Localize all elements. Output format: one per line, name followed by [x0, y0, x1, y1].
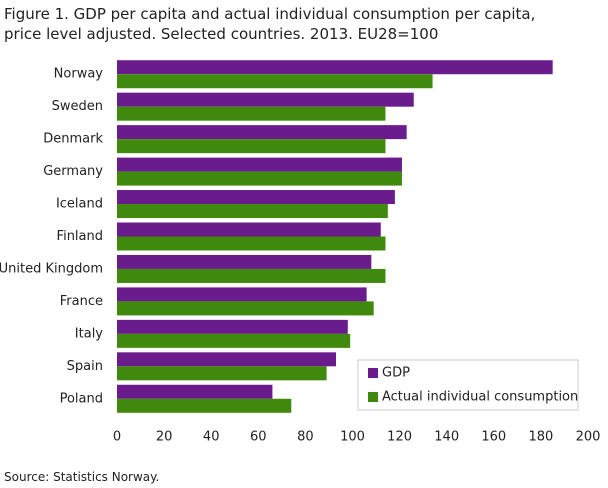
legend-label: GDP	[382, 366, 410, 381]
x-tick-label: 60	[250, 430, 267, 445]
legend-box	[357, 359, 579, 411]
bar	[117, 352, 337, 367]
bar	[117, 301, 374, 316]
bar	[117, 222, 381, 237]
y-tick-label: Iceland	[56, 197, 103, 212]
bar	[117, 190, 395, 205]
bar	[117, 398, 292, 413]
source-note: Source: Statistics Norway.	[4, 470, 160, 484]
bar	[117, 236, 386, 251]
bar	[117, 319, 348, 334]
x-tick-label: 0	[113, 430, 121, 445]
y-tick-label: Norway	[54, 67, 104, 82]
bar	[117, 268, 386, 283]
bar	[117, 74, 433, 89]
y-tick-label: Poland	[60, 391, 103, 406]
bar	[117, 92, 414, 107]
x-tick-label: 100	[340, 430, 365, 445]
x-tick-label: 140	[434, 430, 459, 445]
legend-label: Actual individual consumption	[382, 390, 578, 405]
legend-swatch	[368, 392, 378, 402]
y-tick-label: Spain	[67, 359, 103, 374]
y-tick-label: Germany	[43, 164, 103, 179]
chart-title: Figure 1. GDP per capita and actual indi…	[4, 5, 536, 43]
x-tick-label: 80	[297, 430, 314, 445]
legend-swatch	[368, 368, 378, 378]
bar	[117, 366, 327, 381]
bar	[117, 125, 407, 140]
bar	[117, 204, 388, 219]
y-tick-label: United Kingdom	[0, 261, 103, 276]
bar	[117, 139, 386, 154]
bar	[117, 384, 273, 399]
x-tick-label: 200	[576, 430, 601, 445]
bar	[117, 171, 402, 186]
x-tick-label: 120	[387, 430, 412, 445]
y-tick-label: Denmark	[43, 132, 103, 147]
y-tick-label: France	[60, 294, 103, 309]
bar	[117, 60, 553, 75]
x-tick-label: 160	[481, 430, 506, 445]
bar	[117, 287, 367, 302]
bar	[117, 157, 402, 172]
bar	[117, 106, 386, 121]
bar	[117, 254, 372, 269]
y-tick-label: Sweden	[52, 99, 103, 114]
bar	[117, 333, 351, 348]
x-tick-label: 40	[203, 430, 220, 445]
y-tick-label: Finland	[57, 229, 103, 244]
x-tick-label: 180	[528, 430, 553, 445]
y-tick-label: Italy	[75, 326, 104, 341]
x-tick-label: 20	[156, 430, 173, 445]
